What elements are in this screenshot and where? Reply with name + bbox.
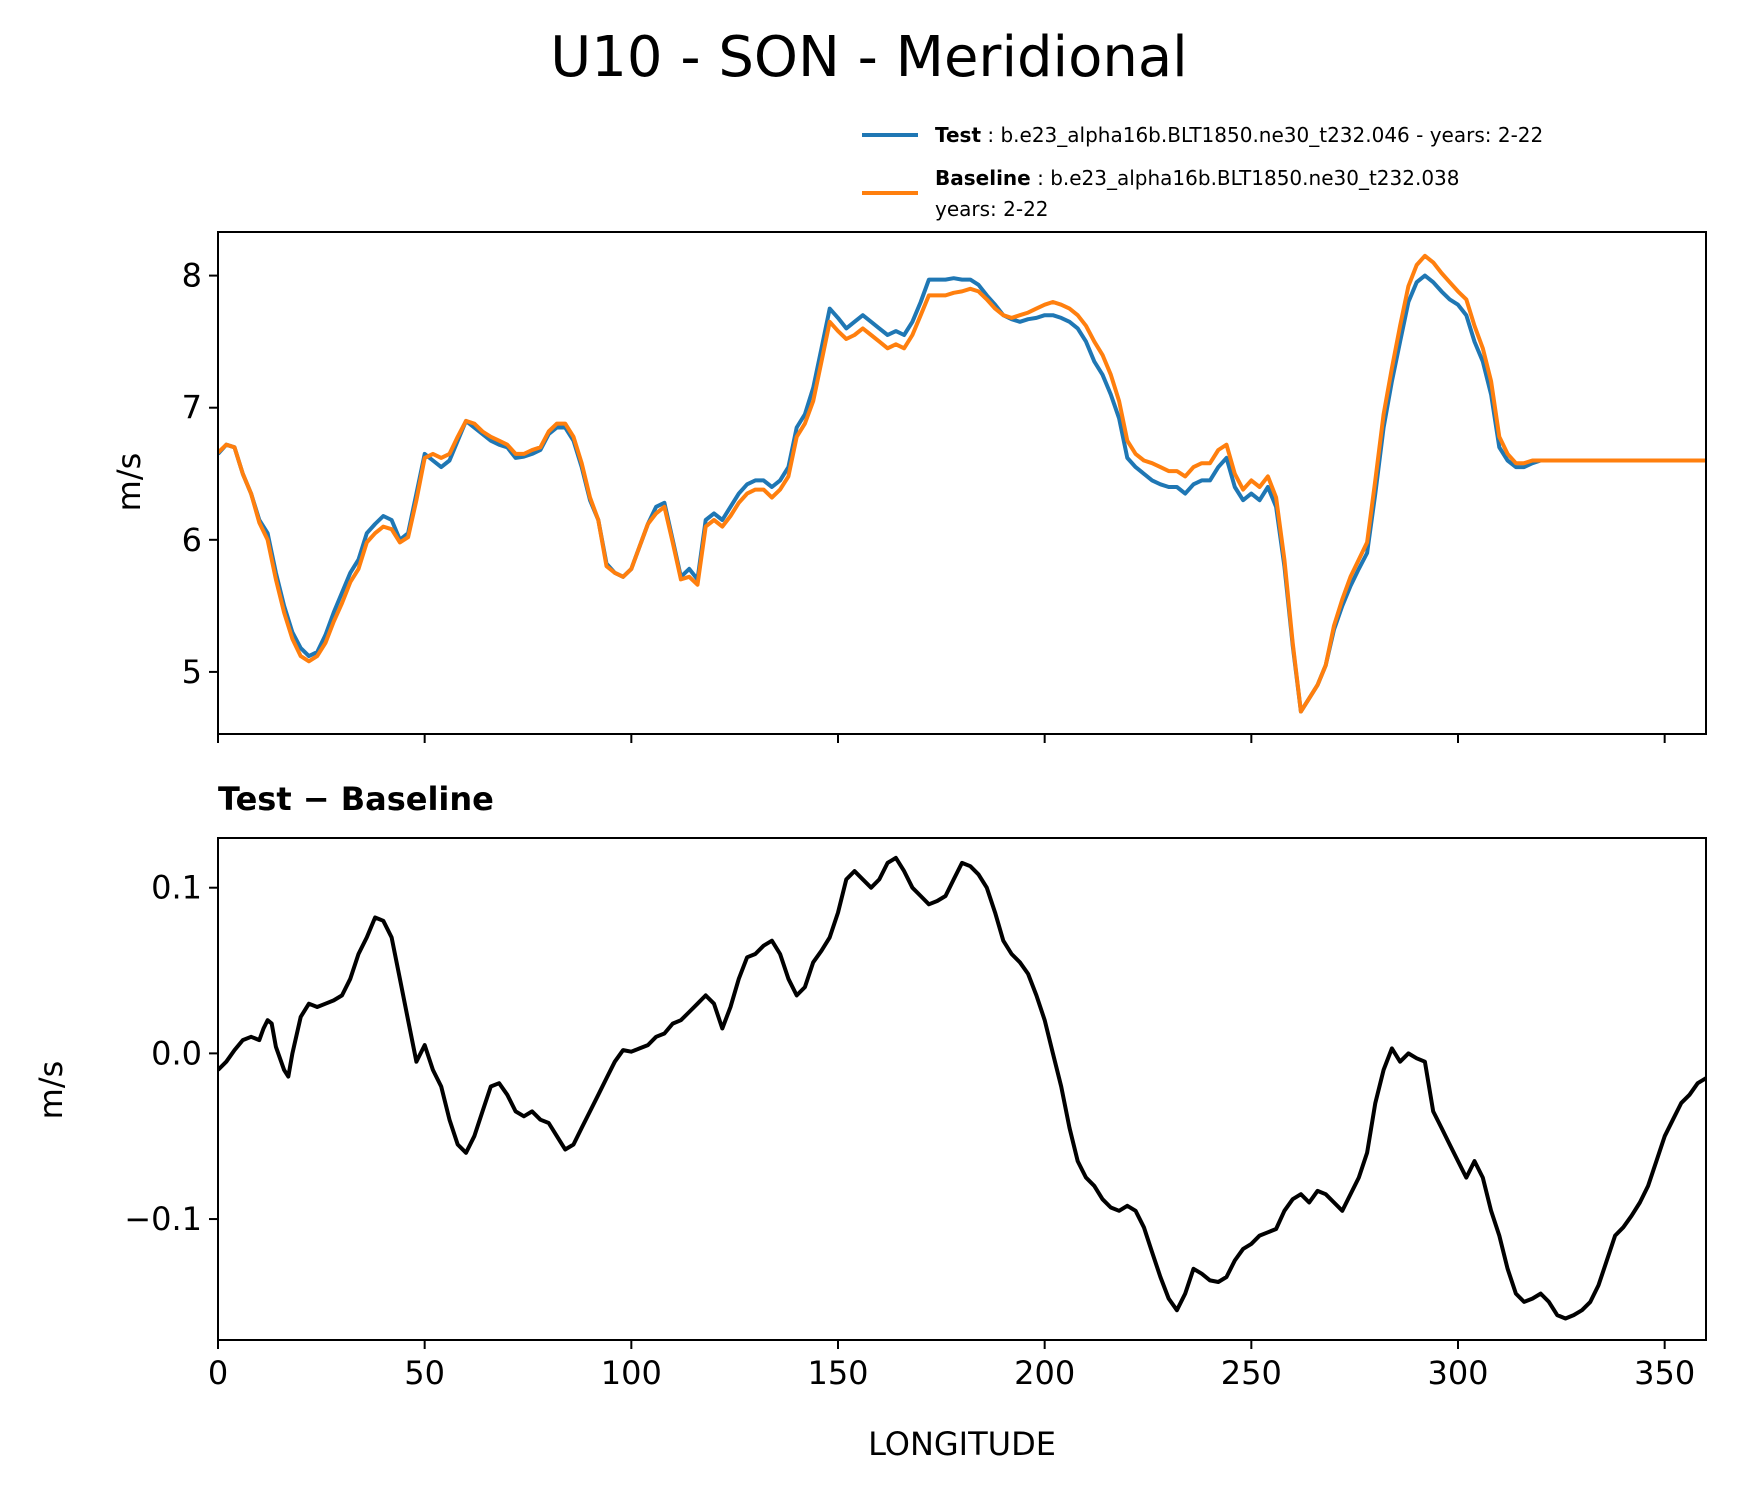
bottom-yticks: −0.1 0.0 0.1 [124, 869, 218, 1238]
top-panel: 5 6 7 8 m/s [110, 231, 1707, 743]
bottom-xtick-label: 100 [601, 1354, 662, 1392]
bottom-ylabel: m/s [32, 1061, 70, 1120]
top-axes-frame [217, 231, 1707, 735]
bottom-xtick-label: 300 [1427, 1354, 1488, 1392]
bottom-xticks: 0 50 100 150 200 250 300 350 [208, 1340, 1695, 1392]
bottom-panel: Test − Baseline −0.1 0.0 0.1 0 50 100 150 200 2… [32, 780, 1707, 1463]
top-series-line-baseline [218, 253, 1706, 714]
legend-baseline-sep: : [1031, 166, 1050, 190]
top-ytick-label: 7 [182, 389, 202, 427]
top-series-layer [218, 253, 1706, 714]
top-ytick-label: 8 [182, 257, 202, 295]
bottom-axes-frame [217, 837, 1707, 1341]
legend-baseline-label: Baseline [935, 166, 1031, 190]
bottom-ytick-label: 0.1 [151, 869, 202, 907]
legend-baseline-entry: Baseline : b.e23_alpha16b.BLT1850.ne30_t… [935, 166, 1460, 190]
legend-test-label: Test [935, 123, 981, 147]
bottom-xtick-label: 250 [1221, 1354, 1282, 1392]
bottom-ytick-label: −0.1 [124, 1200, 202, 1238]
legend-test-text: b.e23_alpha16b.BLT1850.ne30_t232.046 - y… [1000, 123, 1543, 147]
bottom-xtick-label: 200 [1014, 1354, 1075, 1392]
bottom-ytick-label: 0.0 [151, 1034, 202, 1072]
bottom-series-layer [218, 855, 1706, 1321]
figure-title: U10 - SON - Meridional [550, 25, 1187, 90]
bottom-xlabel: LONGITUDE [868, 1425, 1056, 1463]
top-yticks: 5 6 7 8 [182, 257, 218, 691]
bottom-xtick-label: 0 [208, 1354, 228, 1392]
top-ytick-label: 5 [182, 653, 202, 691]
legend-test-entry: Test : b.e23_alpha16b.BLT1850.ne30_t232.… [935, 123, 1543, 147]
legend-test-sep: : [981, 123, 1000, 147]
bottom-xtick-label: 50 [404, 1354, 445, 1392]
legend-baseline-text2: years: 2-22 [935, 197, 1049, 221]
bottom-panel-title: Test − Baseline [218, 780, 494, 818]
bottom-series-line-test-baseline [218, 855, 1706, 1321]
bottom-xtick-label: 150 [807, 1354, 868, 1392]
legend-baseline-text: b.e23_alpha16b.BLT1850.ne30_t232.038 [1050, 166, 1459, 190]
top-ytick-label: 6 [182, 521, 202, 559]
top-xticks [217, 734, 1666, 743]
legend: Test : b.e23_alpha16b.BLT1850.ne30_t232.… [862, 123, 1543, 221]
bottom-xtick-label: 350 [1634, 1354, 1695, 1392]
top-ylabel: m/s [110, 453, 148, 512]
